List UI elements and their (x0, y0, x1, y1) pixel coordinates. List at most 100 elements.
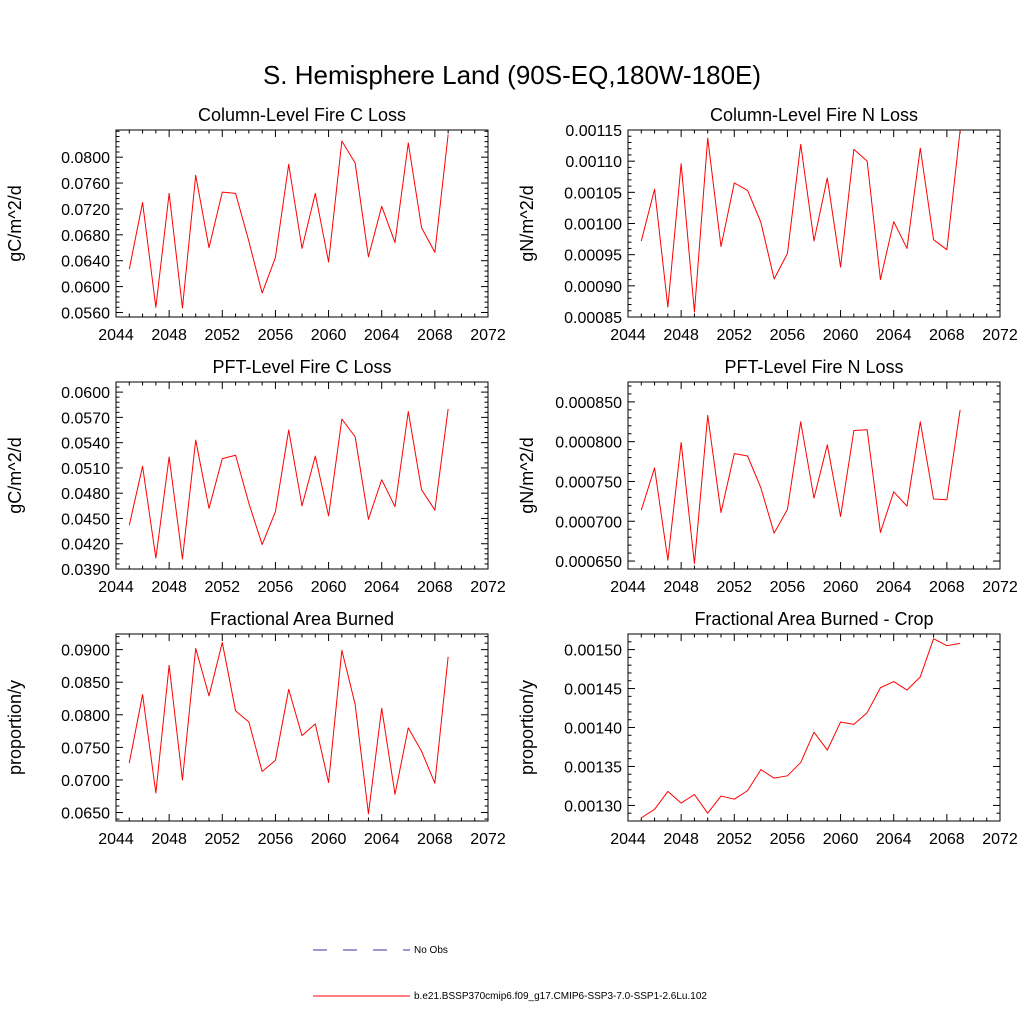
x-tick-label: 2052 (204, 579, 240, 596)
x-tick-label: 2064 (364, 327, 400, 344)
y-tick-label: 0.000800 (555, 435, 622, 452)
x-tick-label: 2060 (311, 831, 347, 848)
x-tick-label: 2068 (929, 831, 965, 848)
x-tick-label: 2048 (151, 327, 187, 344)
x-tick-label: 2052 (204, 327, 240, 344)
y-tick-label: 0.0510 (61, 461, 110, 478)
x-tick-label: 2056 (770, 831, 806, 848)
y-tick-label: 0.0680 (61, 228, 110, 245)
chart-panel-6: Fractional Area Burned - Crop proportion/… (517, 609, 1018, 848)
y-axis-label: proportion/y (517, 680, 537, 775)
x-tick-label: 2044 (98, 831, 134, 848)
x-tick-label: 2072 (470, 579, 506, 596)
x-tick-label: 2056 (770, 579, 806, 596)
x-tick-label: 2048 (663, 327, 699, 344)
y-tick-label: 0.0900 (61, 643, 110, 660)
y-tick-label: 0.00085 (564, 310, 622, 327)
y-tick-label: 0.00130 (564, 798, 622, 815)
x-tick-label: 2052 (716, 579, 752, 596)
y-tick-label: 0.000750 (555, 474, 622, 491)
panel-title: Column-Level Fire N Loss (710, 105, 918, 125)
x-tick-label: 2072 (982, 579, 1018, 596)
panel-title: Fractional Area Burned - Crop (694, 609, 933, 629)
x-tick-label: 2056 (258, 579, 294, 596)
y-tick-label: 0.00135 (564, 759, 622, 776)
legend: No Obs b.e21.BSSP370cmip6.f09_g17.CMIP6-… (313, 945, 707, 1002)
y-tick-label: 0.000850 (555, 395, 622, 412)
y-tick-label: 0.0650 (61, 806, 110, 823)
x-tick-label: 2044 (98, 579, 134, 596)
y-tick-label: 0.00100 (564, 217, 622, 234)
legend-label-model: b.e21.BSSP370cmip6.f09_g17.CMIP6-SSP3-7.… (414, 991, 707, 1002)
y-tick-label: 0.00090 (564, 279, 622, 296)
plot-frame (115, 129, 489, 318)
y-tick-label: 0.000650 (555, 554, 622, 571)
y-axis-label: gN/m^2/d (517, 437, 537, 513)
y-tick-label: 0.00140 (564, 721, 622, 738)
y-tick-label: 0.0800 (61, 150, 110, 167)
x-tick-label: 2044 (610, 327, 646, 344)
panel-title: PFT-Level Fire N Loss (724, 357, 903, 377)
y-axis-label: gC/m^2/d (5, 185, 25, 261)
x-tick-label: 2068 (417, 579, 453, 596)
y-axis-label: gN/m^2/d (517, 185, 537, 261)
x-tick-label: 2064 (876, 831, 912, 848)
x-tick-label: 2060 (311, 327, 347, 344)
plot-frame (115, 633, 489, 822)
plot-frame (627, 129, 1001, 318)
y-axis-label: gC/m^2/d (5, 437, 25, 513)
chart-panel-5: Fractional Area Burned proportion/y 2044 20… (5, 609, 506, 848)
x-tick-label: 2060 (823, 579, 859, 596)
series-line (640, 129, 961, 313)
y-tick-label: 0.0600 (61, 280, 110, 297)
y-tick-label: 0.0750 (61, 740, 110, 757)
y-tick-label: 0.0720 (61, 202, 110, 219)
x-tick-label: 2068 (417, 831, 453, 848)
y-tick-label: 0.0850 (61, 675, 110, 692)
y-tick-label: 0.0390 (61, 562, 110, 579)
x-tick-label: 2048 (663, 831, 699, 848)
x-tick-label: 2056 (258, 327, 294, 344)
y-tick-label: 0.00105 (564, 185, 622, 202)
y-tick-label: 0.0420 (61, 537, 110, 554)
x-tick-label: 2044 (610, 579, 646, 596)
x-tick-label: 2064 (876, 579, 912, 596)
x-tick-label: 2060 (823, 327, 859, 344)
x-tick-label: 2056 (770, 327, 806, 344)
x-tick-label: 2064 (364, 579, 400, 596)
plot-frame (627, 381, 1001, 570)
panel-title: Fractional Area Burned (210, 609, 394, 629)
y-tick-label: 0.0480 (61, 486, 110, 503)
x-tick-label: 2072 (982, 831, 1018, 848)
panel-title: PFT-Level Fire C Loss (212, 357, 391, 377)
x-tick-label: 2044 (610, 831, 646, 848)
y-tick-label: 0.0760 (61, 176, 110, 193)
x-tick-label: 2072 (470, 327, 506, 344)
x-tick-label: 2052 (204, 831, 240, 848)
y-tick-label: 0.00150 (564, 643, 622, 660)
x-tick-label: 2072 (982, 327, 1018, 344)
x-tick-label: 2072 (470, 831, 506, 848)
series-line (128, 408, 449, 560)
x-tick-label: 2060 (311, 579, 347, 596)
y-tick-label: 0.00145 (564, 682, 622, 699)
y-axis-label: proportion/y (5, 680, 25, 775)
x-tick-label: 2060 (823, 831, 859, 848)
x-tick-label: 2048 (663, 579, 699, 596)
y-tick-label: 0.0700 (61, 773, 110, 790)
plot-frame (627, 633, 1001, 822)
series-line (128, 134, 449, 309)
chart-panel-4: PFT-Level Fire N Loss gN/m^2/d 2044 2048 205… (517, 357, 1018, 596)
series-line (641, 638, 961, 819)
y-tick-label: 0.0560 (61, 305, 110, 322)
chart-panel-1: Column-Level Fire C Loss gC/m^2/d 2044 2048… (5, 105, 506, 344)
chart-panels: Column-Level Fire C Loss gC/m^2/d 2044 2048… (5, 105, 1018, 848)
x-tick-label: 2064 (876, 327, 912, 344)
x-tick-label: 2056 (258, 831, 294, 848)
y-tick-label: 0.0450 (61, 511, 110, 528)
y-tick-label: 0.00115 (565, 123, 622, 140)
y-tick-label: 0.00095 (564, 248, 622, 265)
x-tick-label: 2068 (929, 579, 965, 596)
y-tick-label: 0.0570 (61, 410, 110, 427)
